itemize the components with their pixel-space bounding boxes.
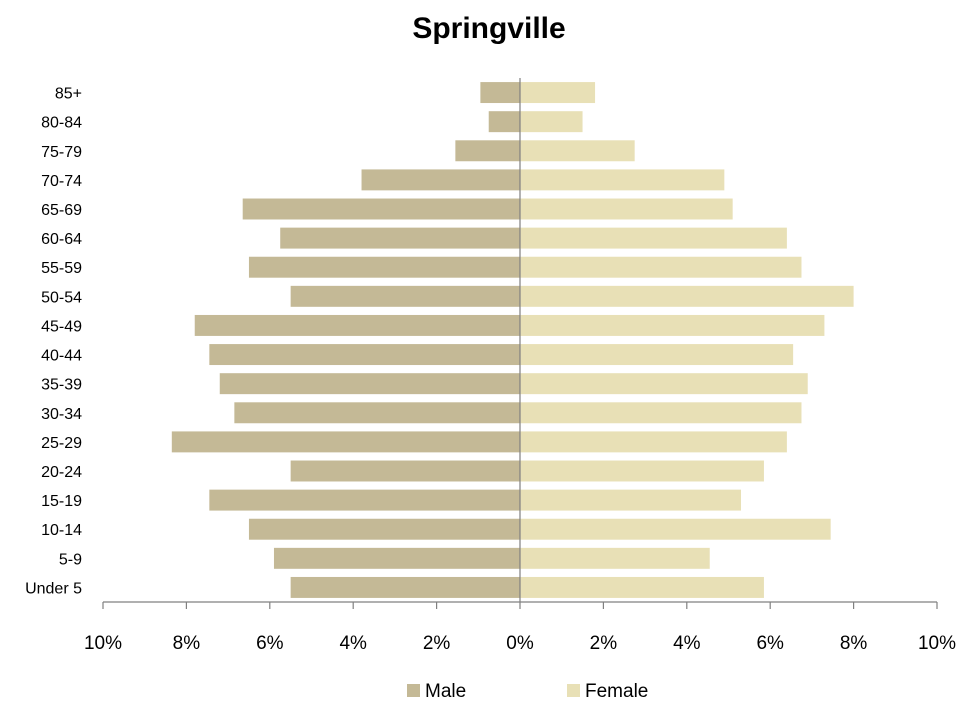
female-bar bbox=[520, 198, 733, 220]
male-bar bbox=[219, 373, 520, 395]
x-tick-label: 8% bbox=[840, 633, 868, 654]
female-bar bbox=[520, 344, 794, 366]
male-bar bbox=[171, 431, 520, 453]
category-label: 30-34 bbox=[41, 406, 82, 423]
x-tick-label: 6% bbox=[756, 633, 784, 654]
female-bar bbox=[520, 402, 802, 424]
x-tick-label: 4% bbox=[339, 633, 367, 654]
legend: Male Female bbox=[407, 681, 648, 702]
x-tick-label: 2% bbox=[590, 633, 618, 654]
male-bar bbox=[290, 285, 520, 307]
category-label: Under 5 bbox=[25, 580, 82, 597]
male-bar bbox=[242, 198, 520, 220]
chart-title: Springville bbox=[412, 12, 565, 45]
x-axis: 10% 8% 6% 4% 2% 0% 2% 4% 6% 8% 10% bbox=[84, 78, 956, 654]
male-bar bbox=[248, 518, 520, 540]
category-label: 10-14 bbox=[41, 522, 82, 539]
female-legend-swatch bbox=[567, 684, 580, 697]
x-tick-label: 8% bbox=[173, 633, 201, 654]
category-labels: Under 5 5-9 10-14 15-19 20-24 25-29 30-34 35-39… bbox=[25, 86, 82, 598]
category-label: 45-49 bbox=[41, 318, 82, 335]
male-bar bbox=[209, 344, 520, 366]
male-bar bbox=[290, 460, 520, 482]
bars-group bbox=[171, 82, 854, 598]
category-label: 80-84 bbox=[41, 115, 82, 132]
male-bar bbox=[273, 547, 520, 569]
x-tick-label: 0% bbox=[506, 633, 534, 654]
male-bar bbox=[248, 256, 520, 278]
male-legend-label: Male bbox=[425, 681, 466, 702]
category-label: 65-69 bbox=[41, 202, 82, 219]
female-legend-label: Female bbox=[585, 681, 648, 702]
x-tick-label: 2% bbox=[423, 633, 451, 654]
category-label: 85+ bbox=[55, 86, 82, 103]
female-bar bbox=[520, 547, 710, 569]
female-bar bbox=[520, 460, 764, 482]
female-bar bbox=[520, 576, 764, 598]
male-bar bbox=[290, 576, 520, 598]
x-tick-label: 10% bbox=[918, 633, 956, 654]
female-bar bbox=[520, 518, 831, 540]
category-label: 40-44 bbox=[41, 348, 82, 365]
female-bar bbox=[520, 140, 635, 162]
male-bar bbox=[234, 402, 521, 424]
male-bar bbox=[480, 82, 520, 104]
female-bar bbox=[520, 285, 854, 307]
category-label: 70-74 bbox=[41, 173, 82, 190]
category-label: 15-19 bbox=[41, 493, 82, 510]
x-tick-label: 6% bbox=[256, 633, 284, 654]
male-bar bbox=[209, 489, 520, 511]
female-bar bbox=[520, 489, 742, 511]
category-label: 20-24 bbox=[41, 464, 82, 481]
male-bar bbox=[455, 140, 520, 162]
category-label: 35-39 bbox=[41, 377, 82, 394]
male-bar bbox=[488, 111, 520, 133]
male-bar bbox=[361, 169, 520, 191]
category-label: 75-79 bbox=[41, 144, 82, 161]
x-tick-label: 4% bbox=[673, 633, 701, 654]
male-legend-swatch bbox=[407, 684, 420, 697]
female-bar bbox=[520, 314, 825, 336]
female-bar bbox=[520, 227, 787, 249]
female-bar bbox=[520, 431, 787, 453]
category-label: 60-64 bbox=[41, 231, 82, 248]
category-label: 50-54 bbox=[41, 289, 82, 306]
female-bar bbox=[520, 111, 583, 133]
category-label: 25-29 bbox=[41, 435, 82, 452]
female-bar bbox=[520, 82, 596, 104]
category-label: 55-59 bbox=[41, 260, 82, 277]
female-bar bbox=[520, 256, 802, 278]
x-tick-label: 10% bbox=[84, 633, 122, 654]
female-bar bbox=[520, 169, 725, 191]
female-bar bbox=[520, 373, 808, 395]
category-label: 5-9 bbox=[59, 551, 82, 568]
male-bar bbox=[194, 314, 521, 336]
male-bar bbox=[280, 227, 520, 249]
